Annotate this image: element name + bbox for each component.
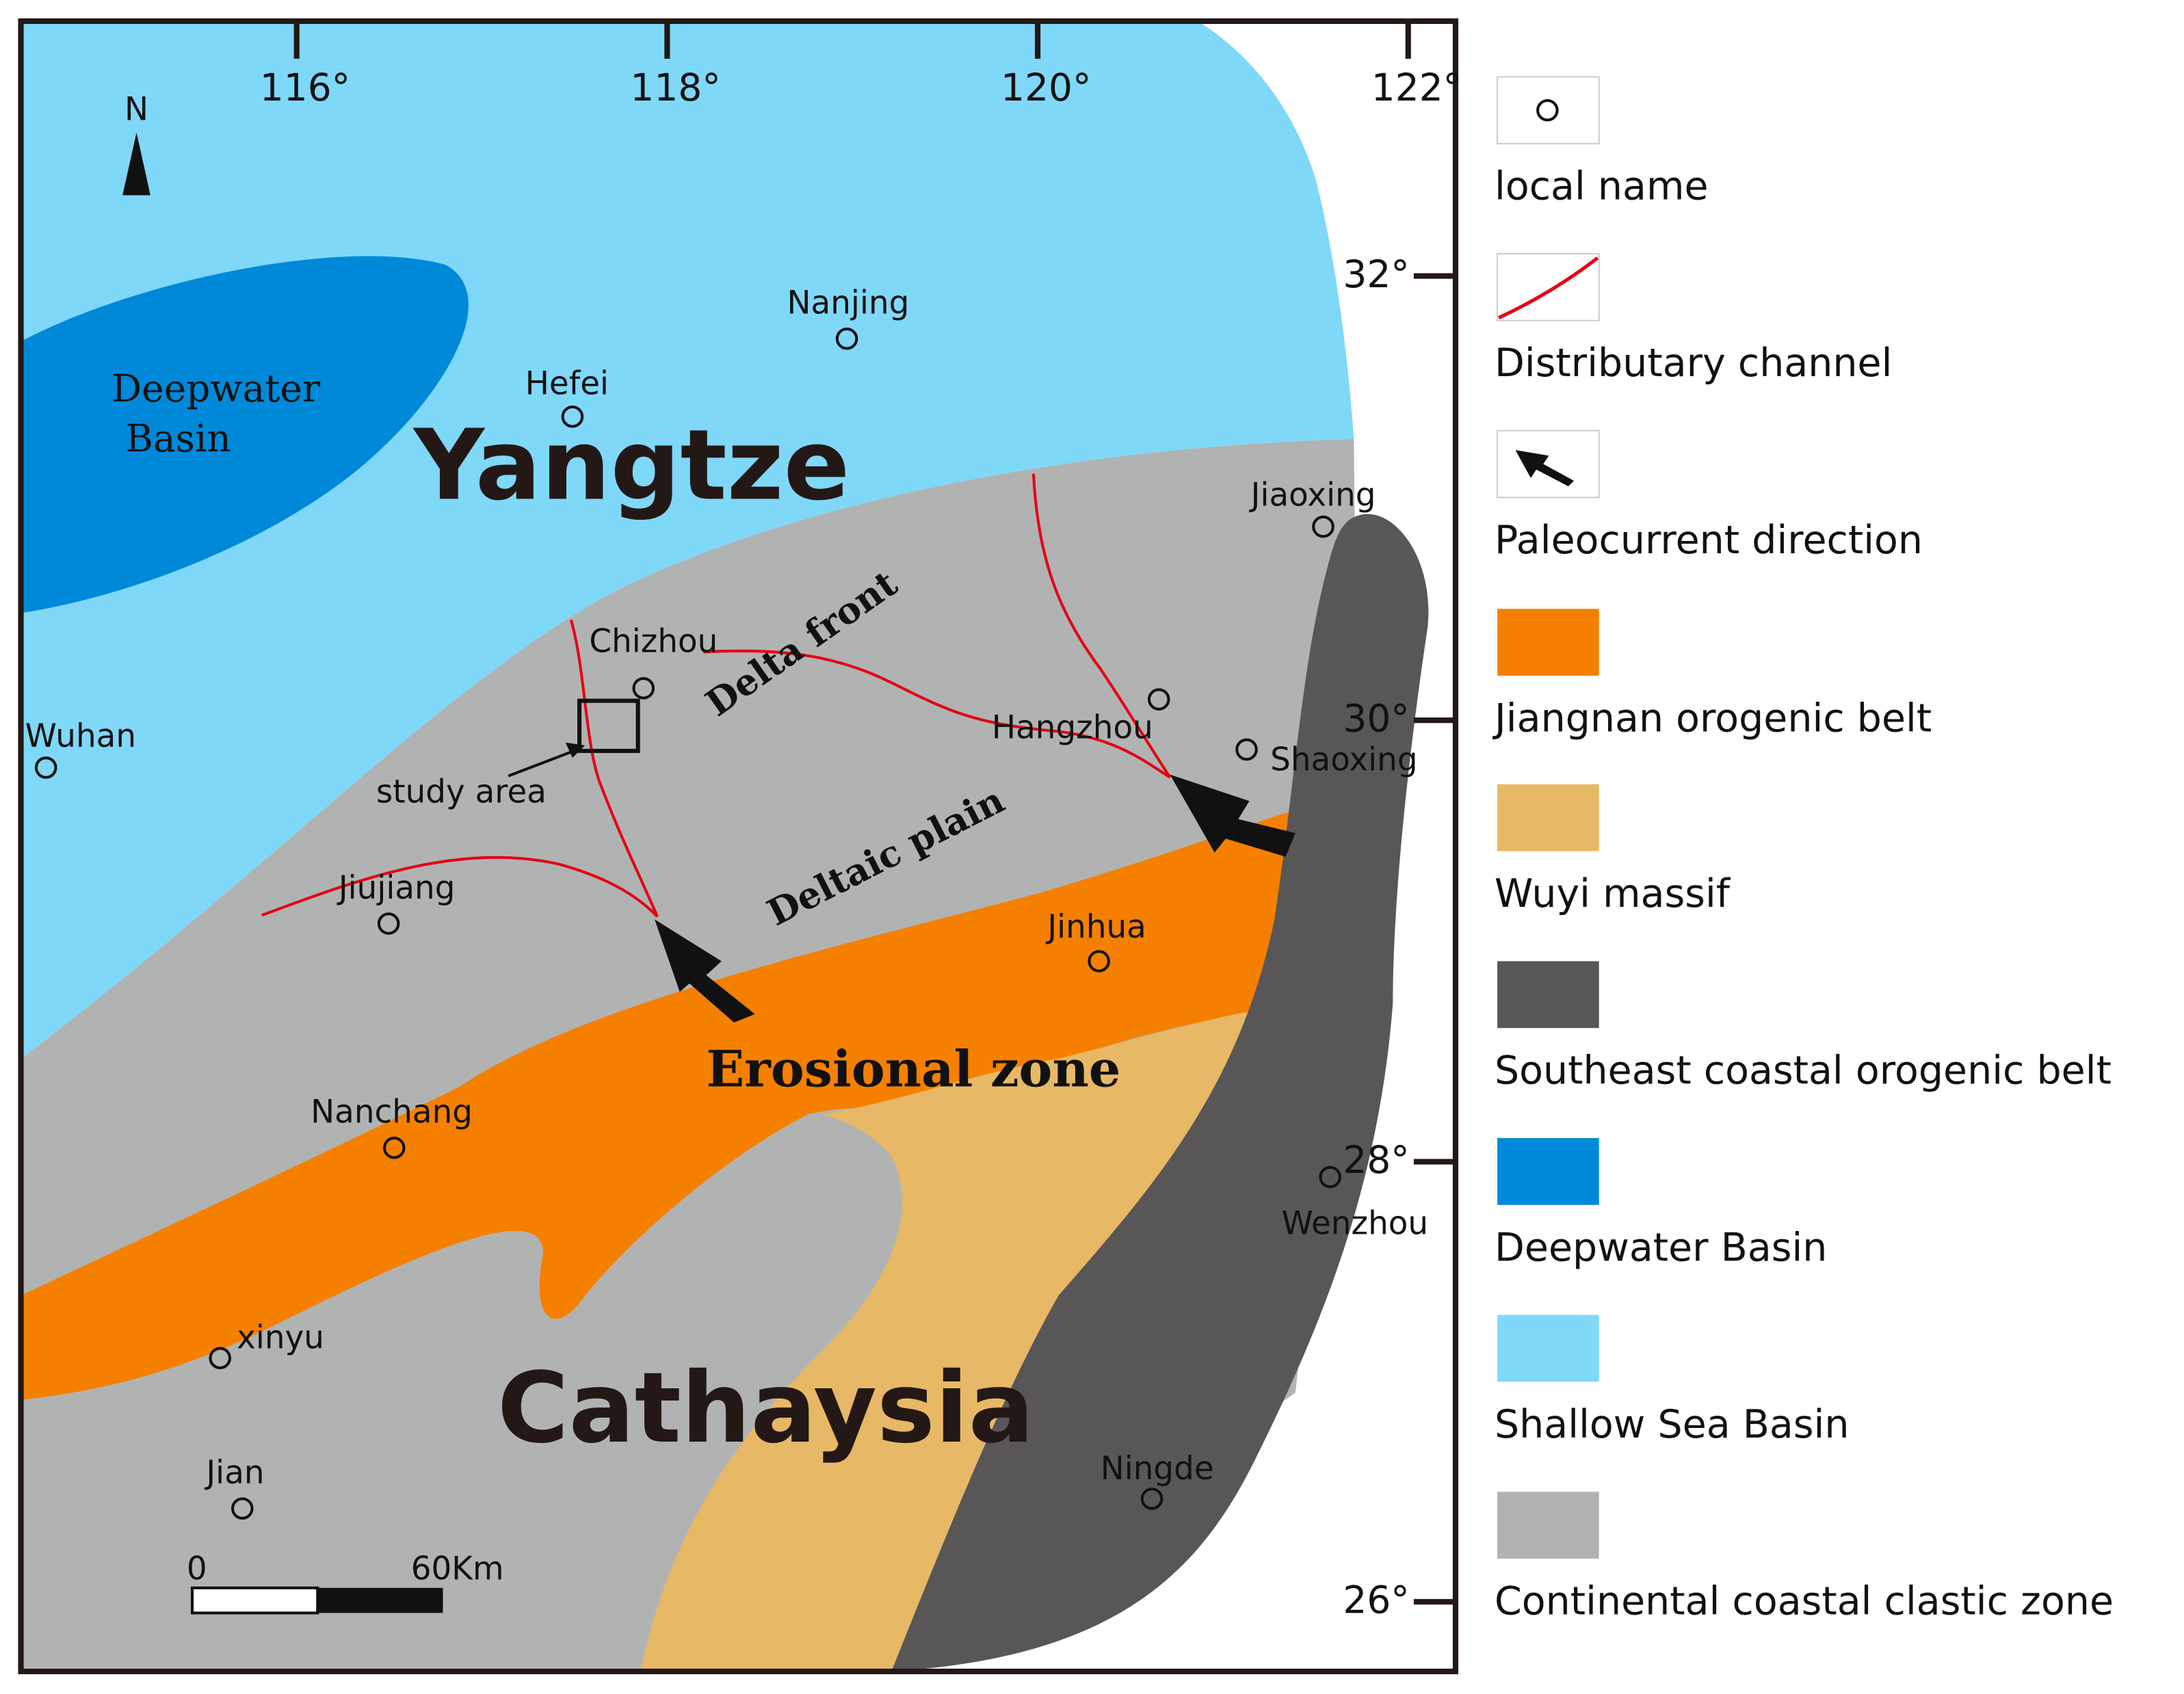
legend-label: Continental coastal clastic zone — [1495, 1579, 2114, 1624]
graticule: 116° 118° 120° 122° 32° 30° 28° 26° — [260, 21, 1462, 1622]
legend-swatch — [1497, 76, 1600, 145]
legend-symbol — [1536, 98, 1559, 122]
legend-label: Southeast coastal orogenic belt — [1495, 1048, 2111, 1094]
legend-label: Jiangnan orogenic belt — [1492, 696, 1932, 741]
lon-label: 120° — [1001, 66, 1091, 109]
legend-label: Shallow Sea Basin — [1495, 1402, 1850, 1447]
lat-label: 32° — [1343, 252, 1409, 296]
lat-label: 30° — [1343, 696, 1409, 740]
city-label: Jiaoxing — [1249, 477, 1376, 514]
legend-label: local name — [1495, 164, 1709, 209]
legend-label: Wuyi massif — [1495, 871, 1731, 916]
city-label: Wuhan — [25, 718, 136, 755]
legend-swatch — [1497, 1314, 1599, 1382]
legend-swatch — [1497, 609, 1599, 676]
channel — [569, 620, 659, 918]
city-label: Nanjing — [787, 285, 910, 322]
map-frame — [18, 18, 1459, 1675]
city-marker — [1235, 738, 1258, 761]
city-marker — [377, 912, 400, 935]
city-label: Ningde — [1101, 1451, 1214, 1487]
city-marker — [1140, 1487, 1163, 1510]
deepwater-label: Basin — [125, 416, 231, 460]
city-label: Chizhou — [589, 623, 718, 660]
study-area-label: study area — [376, 773, 547, 810]
city-marker — [1147, 688, 1170, 711]
study-area-box — [577, 698, 640, 754]
channel — [1031, 473, 1172, 778]
legend-swatch — [1497, 1138, 1599, 1205]
city-label: xinyu — [237, 1320, 324, 1357]
city-marker — [34, 756, 57, 779]
city-marker — [231, 1497, 254, 1520]
city-marker — [209, 1347, 232, 1370]
region-label: Cathaysia — [497, 1351, 1034, 1465]
city-label: Jian — [204, 1455, 264, 1492]
city-marker — [1088, 950, 1110, 972]
city-label: Nanchang — [311, 1094, 473, 1131]
legend-swatch — [1497, 961, 1599, 1029]
legend-swatch — [1497, 784, 1599, 851]
channels — [261, 473, 1172, 918]
map-body: N 0 60Km Yangtze Cathaysia Deepwater Bas… — [18, 18, 1462, 1675]
legend-label: Deepwater Basin — [1495, 1225, 1827, 1270]
legend-swatch — [1497, 1492, 1599, 1559]
city-marker — [632, 677, 655, 700]
study-area-arrowhead — [565, 742, 586, 758]
city-marker — [835, 327, 858, 350]
legend: local name Distributary channel Paleocurre… — [1492, 76, 2114, 1624]
paleocurrent-arrow — [655, 919, 755, 1023]
city-label: Jiujiang — [337, 870, 456, 907]
region-label: Yangtze — [412, 408, 850, 522]
scale-label: 60Km — [411, 1551, 504, 1588]
channel — [261, 856, 659, 918]
north-arrow — [122, 132, 150, 196]
legend-label: Distributary channel — [1495, 341, 1892, 386]
lon-label: 122° — [1371, 66, 1462, 109]
lat-label: 28° — [1343, 1138, 1409, 1182]
scale-bar-black — [317, 1587, 443, 1613]
city-label: Wenzhou — [1281, 1206, 1428, 1243]
legend-swatch — [1497, 429, 1600, 499]
cities: Nanjing Hefei Jiaoxing Chizhou Wuhan Hangzhou… — [25, 285, 1428, 1520]
city-marker — [382, 1137, 406, 1159]
north-label: N — [124, 92, 148, 129]
city-label: Jinhua — [1045, 909, 1146, 946]
deepwater-basin — [21, 256, 469, 613]
lat-label: 26° — [1343, 1578, 1409, 1622]
wuyi-massif — [640, 1009, 1261, 1672]
deepwater-label: Deepwater — [111, 367, 321, 410]
scale-bar-white — [190, 1586, 319, 1615]
legend-symbol — [1515, 450, 1575, 487]
city-marker — [1319, 1165, 1342, 1189]
city-label: Hefei — [525, 366, 609, 403]
city-marker — [1312, 515, 1334, 538]
legend-symbol — [1498, 256, 1599, 320]
study-area-pointer — [508, 750, 575, 778]
jiangnan-belt — [21, 808, 1302, 1400]
coastal-belt — [891, 514, 1429, 1672]
zone-label: Erosional zone — [706, 1040, 1120, 1099]
scale-label: 0 — [187, 1551, 207, 1588]
city-marker — [561, 405, 584, 428]
paleocurrent-arrow — [1170, 774, 1295, 857]
city-label: Hangzhou — [992, 710, 1153, 747]
lon-label: 118° — [630, 66, 720, 109]
legend-label: Paleocurrent direction — [1495, 518, 1923, 563]
city-label: Shaoxing — [1270, 742, 1417, 779]
channel — [703, 649, 1171, 779]
lon-label: 116° — [260, 66, 350, 109]
